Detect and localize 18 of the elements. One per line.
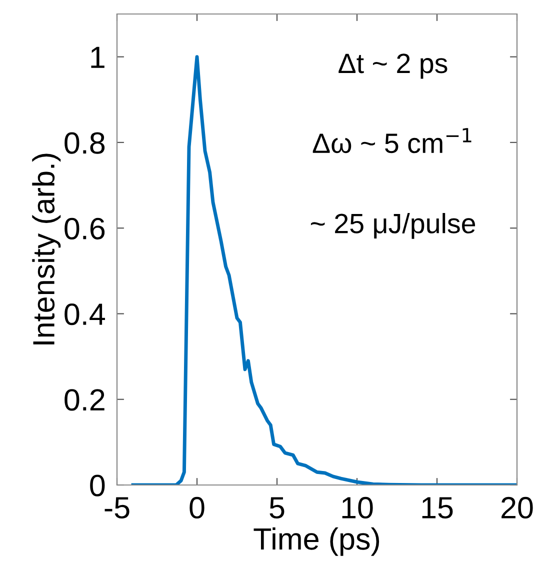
x-tick-label: 5 xyxy=(270,497,284,519)
y-tick-label: 0.4 xyxy=(64,303,105,326)
y-tick-label: 0 xyxy=(90,474,105,496)
y-tick-label: 0.6 xyxy=(64,218,105,240)
x-tick-label: 20 xyxy=(502,496,533,519)
line-series xyxy=(131,55,517,485)
y-axis-title: Intensity (arb.) xyxy=(32,154,61,344)
annotation: Δω ~ 5 cm$^{−1}$ xyxy=(312,128,472,154)
x-tick-label: 15 xyxy=(422,497,453,519)
y-tick-label: 0.2 xyxy=(64,389,104,411)
x-axis-title: Time (ps) xyxy=(254,527,380,556)
annotation: Δt ~ 2 ps xyxy=(338,54,448,79)
x-tick-label: 0 xyxy=(190,496,204,519)
x-tick-label: 10 xyxy=(342,496,373,519)
y-tick-label: 1 xyxy=(91,46,104,68)
y-tick-label: 0.8 xyxy=(64,132,105,154)
annotation: ~ 25 μJ/pulse xyxy=(310,213,476,239)
x-tick-label: -5 xyxy=(104,497,130,519)
